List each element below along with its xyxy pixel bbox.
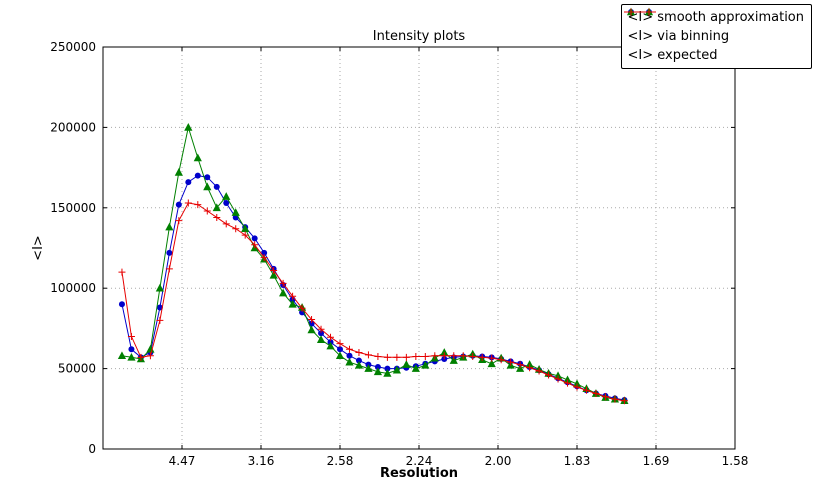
- series-1: [117, 123, 629, 405]
- x-tick-label: 4.47: [169, 454, 196, 468]
- grid-lines: [103, 46, 736, 450]
- legend-item-expected: <I> expected: [623, 8, 804, 65]
- axes: 4.47 3.16 2.58 2.24 2.00 1.83 1.69 1.58 0 50000 10…: [50, 40, 748, 468]
- y-tick-label: 50000: [58, 362, 96, 376]
- x-tick-label: 1.58: [722, 454, 749, 468]
- y-tick-label: 250000: [50, 40, 96, 54]
- x-tick-label: 1.83: [564, 454, 591, 468]
- y-tick-label: 200000: [50, 120, 96, 134]
- y-axis-label: <I>: [31, 235, 46, 261]
- x-axis-label: Resolution: [380, 466, 458, 481]
- x-tick-label: 3.16: [248, 454, 275, 468]
- legend-label: <I> smooth approximation: [627, 10, 804, 25]
- series-2: [118, 199, 628, 405]
- y-tick-label: 100000: [50, 281, 96, 295]
- y-tick-label: 0: [88, 442, 96, 456]
- x-tick-label: 1.69: [643, 454, 670, 468]
- legend-label: <I> expected: [627, 48, 718, 63]
- chart-title: Intensity plots: [373, 29, 466, 44]
- y-tick-label: 150000: [50, 201, 96, 215]
- x-tick-label: 2.58: [327, 454, 354, 468]
- x-tick-label: 2.00: [485, 454, 512, 468]
- x-tick-label: 2.24: [406, 454, 433, 468]
- legend-label: <I> via binning: [627, 29, 730, 44]
- legend-sample-expected: [623, 8, 656, 16]
- legend-item-via-binning: <I> via binning: [623, 7, 804, 46]
- legend: <I> smooth approximation <I> via binning…: [620, 4, 812, 69]
